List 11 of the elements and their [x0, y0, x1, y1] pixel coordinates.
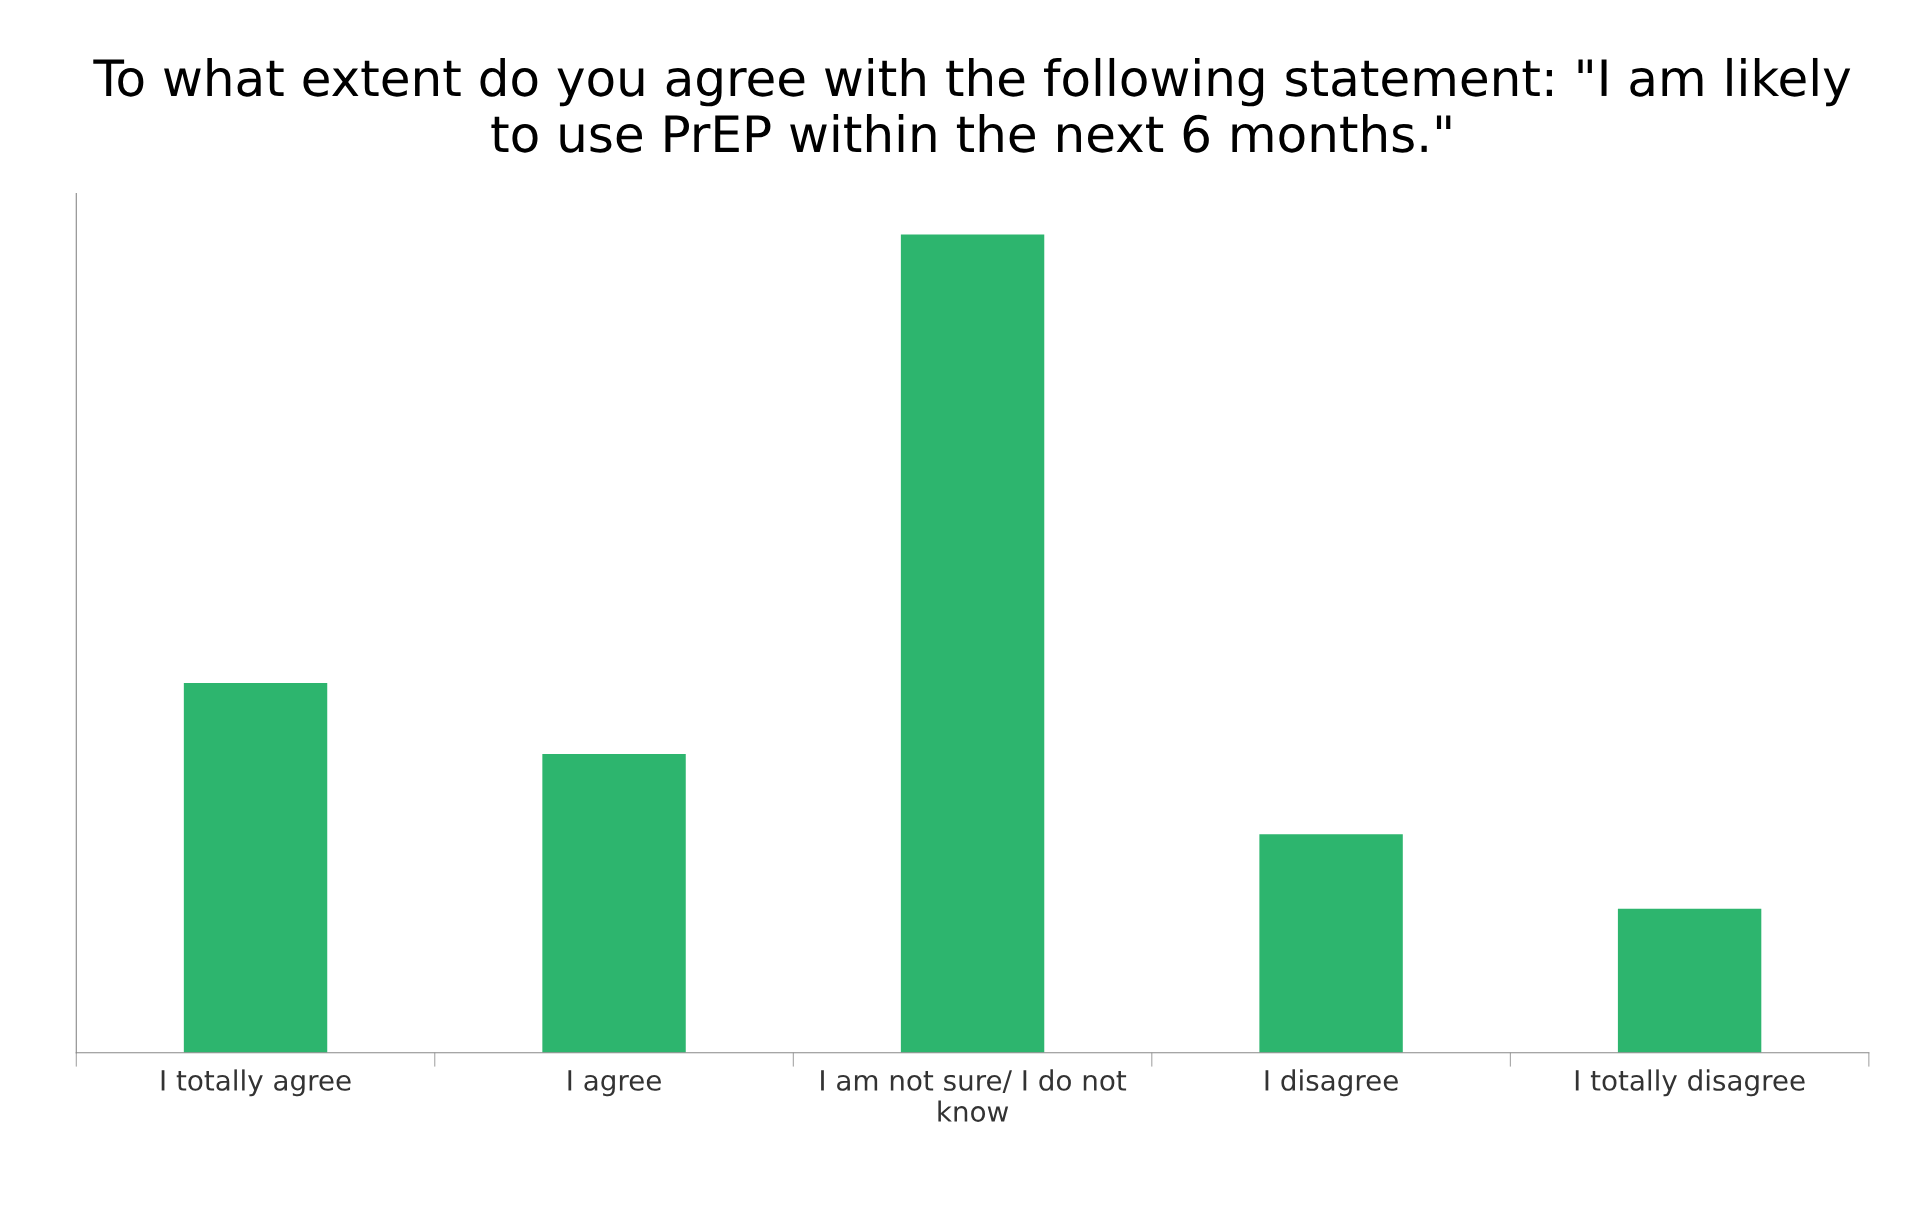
bar [542, 754, 686, 1053]
x-tick-label: I agree [568, 1070, 661, 1097]
bar [1259, 834, 1403, 1053]
x-tick-label: I am not sure/ I do not know [821, 1069, 1127, 1122]
x-tick-label: I disagree [1265, 1069, 1398, 1097]
x-tick-label: I totally disagree [1575, 1069, 1805, 1097]
x-tick-label: I totally agree [161, 1069, 351, 1097]
bar [1617, 908, 1762, 1053]
chart-title: To what extent do you agree with the following statement: "I am likely to use PrEP within the next 6 months." [93, 57, 1851, 153]
bar [183, 682, 328, 1053]
bar [900, 234, 1045, 1053]
